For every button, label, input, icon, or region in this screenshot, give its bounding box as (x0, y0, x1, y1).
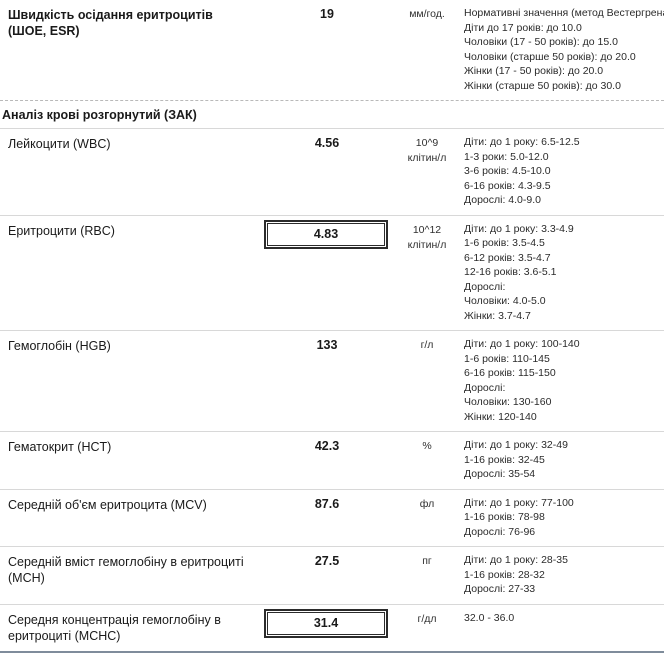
analyte-value: 31.4 (267, 611, 385, 635)
reference-line: Жінки: 120-140 (464, 410, 537, 423)
reference-range: Діти: до 1 року: 3.3-4.9 1-6 років: 3.5-… (458, 216, 664, 331)
reference-line: Чоловіки (17 - 50 років): до 15.0 (464, 36, 618, 48)
analyte-unit: 10^9 клітин/л (396, 129, 458, 173)
reference-line: Чоловіки: 130-160 (464, 396, 552, 408)
reference-line: Нормативні значення (метод Вестергрена) (464, 7, 664, 19)
analyte-unit: г/л (420, 339, 434, 351)
reference-line: 3-6 років: 4.5-10.0 (464, 165, 551, 177)
reference-line: 6-16 років: 115-150 (464, 367, 556, 379)
reference-line: 6-16 років: 4.3-9.5 (464, 179, 551, 192)
reference-line: Діти: до 1 року: 77-100 (464, 496, 574, 509)
reference-line: Діти: до 1 року: 28-35 (464, 554, 568, 566)
out-of-range-box: 31.4 (264, 608, 388, 638)
analyte-name: Швидкість осідання еритроцитів (ШОЕ, ESR… (8, 8, 213, 38)
analyte-unit: 10^12 клітин/л (396, 216, 458, 260)
analyte-name: Еритроцити (RBC) (8, 223, 115, 238)
analyte-value: 19 (320, 7, 334, 21)
reference-range: Діти: до 1 року: 6.5-12.5 1-3 роки: 5.0-… (458, 129, 664, 215)
analyte-name: Середній вміст гемоглобіну в еритроциті … (8, 555, 244, 585)
reference-line: Жінки: 3.7-4.7 (464, 309, 531, 322)
analyte-name: Середній об'єм еритроцита (MCV) (8, 497, 207, 512)
table-row: Гемоглобін (HGB) 133 г/л Діти: до 1 року… (0, 330, 664, 431)
reference-line: Жінки (старше 50 років): до 30.0 (464, 79, 621, 92)
analyte-value-flagged: 31.4 (258, 605, 396, 642)
reference-line: Жінки (17 - 50 років): до 20.0 (464, 65, 604, 77)
analyte-value: 87.6 (314, 496, 340, 511)
reference-line: Діти до 17 років: до 10.0 (464, 21, 582, 34)
reference-line: 1-16 років: 78-98 (464, 511, 545, 523)
reference-range: Нормативні значення (метод Вестергрена) … (458, 0, 664, 100)
reference-line: 1-16 років: 32-45 (464, 453, 545, 466)
reference-line: Діти: до 1 року: 100-140 (464, 338, 580, 350)
analyte-unit: г/дл (417, 612, 437, 625)
reference-line: 12-16 років: 3.6-5.1 (464, 266, 557, 278)
reference-range: Діти: до 1 року: 100-140 1-6 років: 110-… (458, 331, 664, 431)
reference-line: Діти: до 1 року: 32-49 (464, 439, 568, 451)
reference-line: Дорослі: (464, 381, 506, 394)
table-row: Середній об'єм еритроцита (MCV) 87.6 фл … (0, 488, 664, 547)
analyte-value: 133 (316, 338, 338, 352)
reference-line: Дорослі: 76-96 (464, 525, 536, 538)
reference-range: Діти: до 1 року: 32-49 1-16 років: 32-45… (458, 432, 664, 489)
unit-line: 10^9 (415, 137, 439, 149)
reference-line: Чоловіки (старше 50 років): до 20.0 (464, 50, 636, 63)
reference-range: Діти: до 1 року: 77-100 1-16 років: 78-9… (458, 490, 664, 547)
table-row: Еритроцити (RBC) 4.83 10^12 клітин/л Діт… (0, 214, 664, 331)
analyte-value: 27.5 (314, 554, 340, 568)
section-header-row: Аналіз крові розгорнутий (ЗАК) (0, 100, 664, 128)
analyte-unit: мм/год. (409, 8, 445, 20)
table-row: Лейкоцити (WBC) 4.56 10^9 клітин/л Діти:… (0, 128, 664, 215)
unit-line: клітин/л (407, 152, 447, 164)
table-row: Швидкість осідання еритроцитів (ШОЕ, ESR… (0, 0, 664, 100)
analyte-value-flagged: 4.83 (258, 216, 396, 253)
reference-line: Діти: до 1 року: 6.5-12.5 (464, 136, 580, 148)
table-row: Середня концентрація гемоглобіну в еритр… (0, 603, 664, 653)
reference-range: 32.0 - 36.0 (458, 605, 664, 633)
reference-range: Діти: до 1 року: 28-35 1-16 років: 28-32… (458, 547, 664, 604)
reference-line: Дорослі: 35-54 (464, 468, 536, 480)
table-row: Гематокрит (HCT) 42.3 % Діти: до 1 року:… (0, 431, 664, 489)
reference-line: 1-6 років: 3.5-4.5 (464, 237, 545, 249)
analyte-value: 42.3 (314, 439, 340, 453)
reference-line: 32.0 - 36.0 (464, 611, 515, 624)
reference-line: 6-12 років: 3.5-4.7 (464, 251, 551, 264)
analyte-unit: фл (419, 497, 435, 510)
unit-line: 10^12 (412, 223, 442, 236)
out-of-range-box: 4.83 (264, 219, 388, 249)
reference-line: Чоловіки: 4.0-5.0 (464, 295, 546, 307)
analyte-name: Гематокрит (HCT) (8, 440, 112, 454)
section-header-label: Аналіз крові розгорнутий (ЗАК) (2, 108, 197, 122)
analyte-name: Гемоглобін (HGB) (8, 339, 111, 353)
analyte-value: 4.83 (267, 222, 385, 246)
analyte-value: 4.56 (314, 136, 340, 150)
reference-line: 1-16 років: 28-32 (464, 568, 545, 581)
analyte-name: Середня концентрація гемоглобіну в еритр… (8, 612, 221, 643)
unit-line: клітин/л (407, 238, 447, 251)
reference-line: Дорослі: 27-33 (464, 583, 536, 595)
reference-line: Діти: до 1 року: 3.3-4.9 (464, 222, 574, 235)
reference-line: 1-3 роки: 5.0-12.0 (464, 150, 549, 163)
table-row: Середній вміст гемоглобіну в еритроциті … (0, 546, 664, 604)
reference-line: 1-6 років: 110-145 (464, 352, 550, 365)
analyte-unit: пг (422, 555, 432, 567)
analyte-unit: % (422, 440, 432, 452)
reference-line: Дорослі: (464, 280, 506, 293)
reference-line: Дорослі: 4.0-9.0 (464, 194, 541, 206)
analyte-name: Лейкоцити (WBC) (8, 137, 111, 151)
